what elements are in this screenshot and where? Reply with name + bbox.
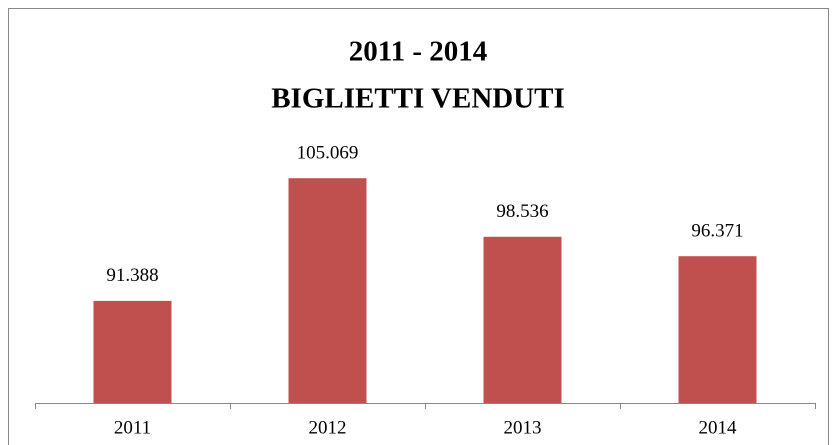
x-tick-label: 2011 xyxy=(114,417,151,438)
bar xyxy=(288,178,367,403)
data-label: 105.069 xyxy=(297,143,359,164)
x-tick-label: 2013 xyxy=(504,417,542,438)
chart-title: 2011 - 2014 xyxy=(349,36,488,68)
chart-title: BIGLIETTI VENDUTI xyxy=(271,83,565,115)
data-label: 98.536 xyxy=(496,201,548,222)
x-tick-label: 2014 xyxy=(699,417,738,438)
bar xyxy=(678,256,757,403)
bar xyxy=(93,300,172,403)
bar xyxy=(483,236,562,403)
x-tick-label: 2012 xyxy=(309,417,347,438)
data-label: 96.371 xyxy=(691,221,743,242)
data-label: 91.388 xyxy=(106,265,158,286)
